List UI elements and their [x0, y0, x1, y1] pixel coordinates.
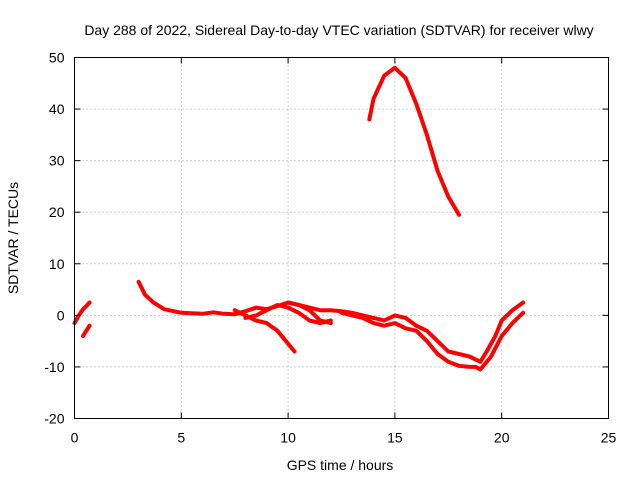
series-arc-3 — [232, 308, 297, 354]
y-tick-label: 0 — [57, 307, 65, 323]
chart-title: Day 288 of 2022, Sidereal Day-to-day VTE… — [84, 22, 593, 38]
x-tick-label: 20 — [494, 430, 510, 446]
y-tick-label: -20 — [44, 411, 64, 427]
series-arc-4 — [243, 303, 333, 326]
y-tick-label: 30 — [49, 153, 65, 169]
x-tick-label: 15 — [387, 430, 403, 446]
y-axis-label: SDTVAR / TECUs — [5, 182, 21, 294]
series-layer — [72, 65, 526, 372]
series-arc-5 — [286, 300, 333, 326]
y-tick-label: 10 — [49, 256, 65, 272]
x-axis-label: GPS time / hours — [287, 457, 394, 473]
x-tick-label: 0 — [71, 430, 79, 446]
x-tick-label: 25 — [601, 430, 617, 446]
series-arc-7 — [367, 65, 461, 217]
x-tick-label: 10 — [280, 430, 296, 446]
series-arc-1a — [72, 300, 92, 326]
y-tick-label: -10 — [44, 359, 64, 375]
y-tick-label: 40 — [49, 101, 65, 117]
series-arc-6 — [339, 310, 526, 372]
y-tick-label: 50 — [49, 50, 65, 66]
series-arc-1b — [81, 323, 92, 338]
grid — [74, 57, 609, 419]
plot-frame — [74, 57, 609, 419]
x-tick-label: 5 — [177, 430, 185, 446]
axes: 0 5 10 15 20 25 -20 -10 0 10 20 30 40 50 — [44, 50, 616, 446]
y-tick-label: 20 — [49, 204, 65, 220]
